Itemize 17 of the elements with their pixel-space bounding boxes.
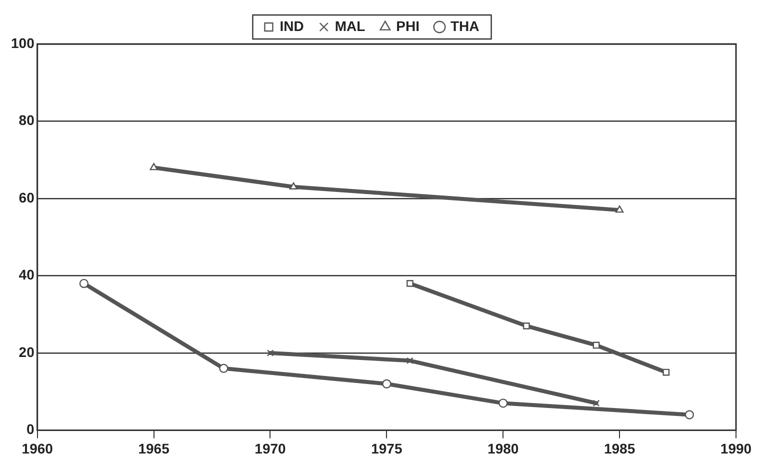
y-tick-label: 80 <box>18 112 35 128</box>
x-tick-label: 1975 <box>371 440 402 456</box>
legend-label: IND <box>280 18 304 34</box>
x-tick-label: 1960 <box>22 440 54 456</box>
legend-label: THA <box>450 18 480 34</box>
y-tick-label: 0 <box>26 421 35 438</box>
y-tick-label: 40 <box>18 266 35 283</box>
x-tick-label: 1990 <box>720 440 752 456</box>
x-tick-label: 1965 <box>138 440 170 456</box>
y-tick-label: 100 <box>11 34 35 51</box>
y-tick-label: 60 <box>18 189 35 206</box>
legend-label: PHI <box>396 18 420 34</box>
x-tick-label: 1970 <box>254 440 286 456</box>
x-tick-label: 1985 <box>604 440 636 456</box>
legend-label: MAL <box>334 18 366 34</box>
x-tick-label: 1980 <box>488 440 519 456</box>
y-tick-label: 20 <box>18 344 35 360</box>
